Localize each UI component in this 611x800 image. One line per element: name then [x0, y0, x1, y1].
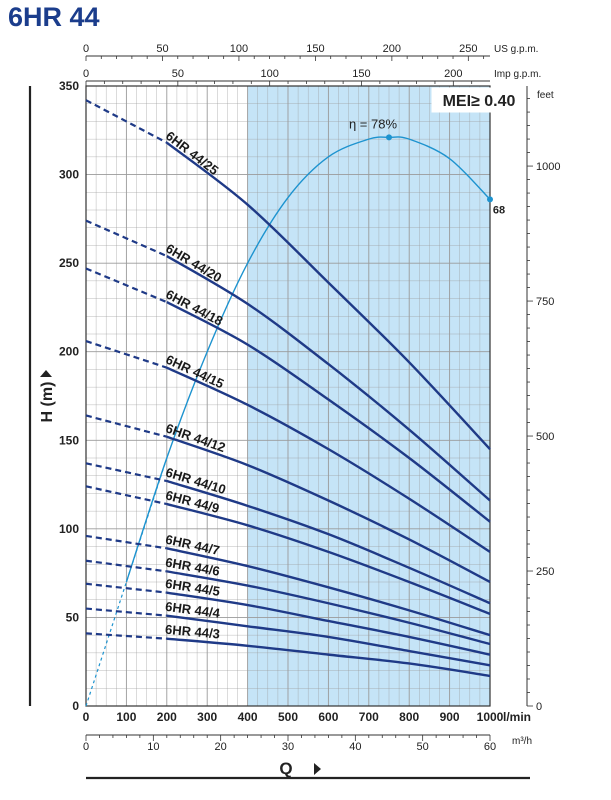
head-curve-dashed-8	[85, 559, 167, 573]
head-curve-dashed-6	[85, 485, 168, 506]
top-us-gpm-axis-tick-label: 0	[83, 43, 89, 55]
efficiency-end-label: 68	[493, 204, 505, 216]
series-label: 6HR 44/4	[164, 599, 221, 621]
head-curve-10	[166, 614, 491, 667]
bottom-m3h-tick-label: 10	[147, 741, 159, 753]
right-feet-tick-label: 250	[536, 566, 554, 578]
x-tick-label: 100	[116, 710, 136, 724]
head-curve-4	[166, 435, 491, 584]
top-imp-gpm-axis-unit: Imp g.p.m.	[494, 69, 541, 80]
bottom-m3h-tick-label: 30	[282, 741, 294, 753]
bottom-m3h-tick-label: 50	[417, 741, 429, 753]
y-tick-label: 100	[59, 522, 79, 536]
top-us-gpm-axis-tick-label: 250	[459, 43, 477, 55]
x-tick-label: 1000	[477, 710, 504, 724]
head-curve-5	[166, 479, 491, 605]
top-us-gpm-axis-tick-label: 150	[306, 43, 324, 55]
top-imp-gpm-axis-tick-label: 200	[444, 68, 462, 80]
mei-box	[431, 87, 527, 113]
x-axis-title: Q	[279, 759, 292, 778]
series-label: 6HR 44/25	[163, 128, 221, 178]
head-curve-2	[166, 301, 491, 523]
head-curve-7	[166, 547, 491, 637]
head-curve-8	[166, 570, 491, 646]
y-tick-label: 200	[59, 345, 79, 359]
right-feet-tick-label: 500	[536, 431, 554, 443]
series-label: 6HR 44/3	[165, 622, 221, 642]
top-us-gpm-axis-tick-label: 200	[383, 43, 401, 55]
bottom-m3h-unit: m³/h	[512, 736, 532, 747]
y-tick-label: 350	[59, 79, 79, 93]
efficiency-curve	[125, 136, 491, 583]
series-label: 6HR 44/18	[163, 286, 225, 328]
head-curve-dashed-11	[85, 632, 167, 640]
y-tick-label: 150	[59, 433, 79, 447]
bottom-m3h-tick-label: 20	[215, 741, 227, 753]
y-tick-label: 250	[59, 256, 79, 270]
x-tick-label: 600	[318, 710, 338, 724]
x-tick-label: 900	[440, 710, 460, 724]
x-tick-label: 300	[197, 710, 217, 724]
head-curve-6	[166, 502, 491, 616]
x-tick-label: 400	[238, 710, 258, 724]
chart-title: 6HR 44	[8, 2, 100, 32]
head-curve-dashed-1	[85, 219, 168, 258]
x-tick-label: 800	[399, 710, 419, 724]
top-imp-gpm-axis-tick-label: 150	[352, 68, 370, 80]
right-feet-tick-label: 0	[536, 701, 542, 713]
series-label: 6HR 44/12	[164, 420, 228, 455]
efficiency-end-point	[487, 196, 493, 203]
head-curve-dashed-10	[85, 607, 167, 617]
y-axis-arrow-icon	[40, 370, 52, 377]
head-curve-9	[166, 591, 491, 656]
bottom-m3h-tick-label: 0	[83, 741, 89, 753]
y-axis-title: H (m)	[39, 382, 56, 423]
efficiency-peak-label: η = 78%	[349, 116, 398, 131]
head-curve-dashed-3	[85, 340, 168, 369]
x-tick-label: 700	[359, 710, 379, 724]
top-imp-gpm-axis-tick-label: 100	[260, 68, 278, 80]
mei-label: MEI≥ 0.40	[443, 93, 516, 110]
x-axis-arrow-icon	[314, 763, 321, 775]
plot-frame	[85, 85, 491, 707]
x-unit-label: l/min	[503, 710, 531, 724]
y-tick-label: 0	[72, 699, 79, 713]
right-feet-unit: feet	[537, 90, 554, 101]
y-tick-label: 50	[66, 610, 80, 624]
top-us-gpm-axis-tick-label: 50	[156, 43, 168, 55]
bottom-m3h-tick-label: 60	[484, 741, 496, 753]
x-tick-label: 0	[83, 710, 90, 724]
y-tick-label: 300	[59, 168, 79, 182]
right-feet-tick-label: 1000	[536, 161, 560, 173]
top-us-gpm-axis-unit: US g.p.m.	[494, 44, 538, 55]
head-curve-3	[166, 366, 491, 553]
bottom-m3h-tick-label: 40	[349, 741, 361, 753]
head-curve-11	[166, 637, 491, 678]
head-curve-0	[166, 141, 491, 450]
right-feet-tick-label: 750	[536, 296, 554, 308]
head-curve-dashed-7	[85, 534, 167, 550]
efficiency-peak-point	[386, 134, 392, 141]
top-imp-gpm-axis-tick-label: 0	[83, 68, 89, 80]
top-imp-gpm-axis-tick-label: 50	[172, 68, 184, 80]
head-curve-dashed-0	[85, 99, 168, 144]
x-tick-label: 500	[278, 710, 298, 724]
x-tick-label: 200	[157, 710, 177, 724]
head-curve-1	[166, 255, 491, 502]
head-curve-dashed-4	[85, 414, 168, 438]
top-us-gpm-axis-tick-label: 100	[230, 43, 248, 55]
head-curve-dashed-2	[85, 267, 168, 304]
head-curve-dashed-9	[85, 582, 167, 594]
head-curve-dashed-5	[85, 462, 168, 483]
